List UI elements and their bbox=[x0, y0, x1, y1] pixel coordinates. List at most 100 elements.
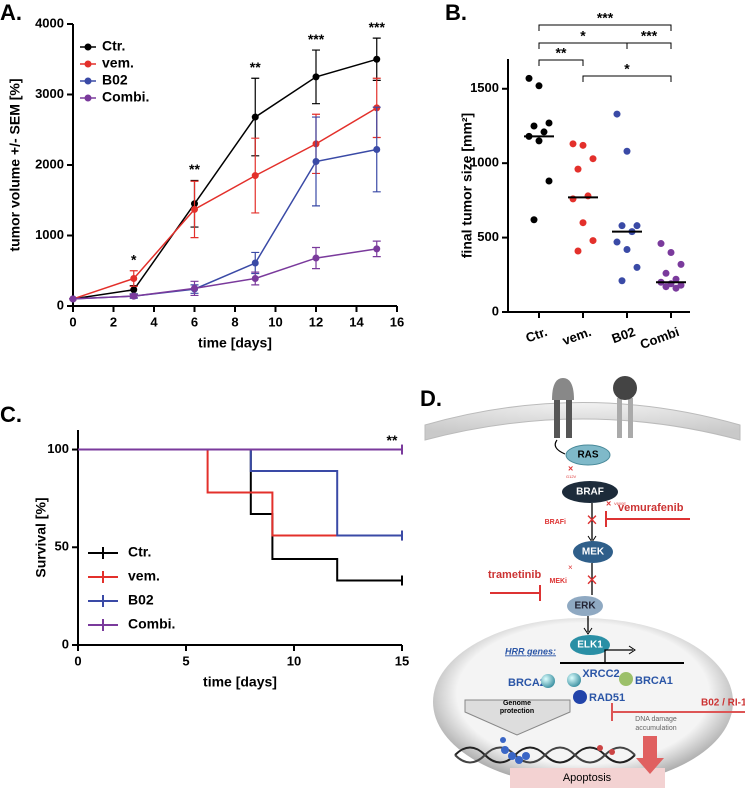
data-point bbox=[618, 222, 626, 230]
data-point bbox=[251, 259, 259, 267]
legend-label: B02 bbox=[128, 592, 154, 608]
data-point bbox=[569, 140, 577, 148]
data-point bbox=[579, 219, 587, 227]
data-point bbox=[535, 137, 543, 145]
y-tick-label: 0 bbox=[62, 636, 69, 651]
block-mark: × bbox=[586, 509, 598, 531]
x-tick-label: 14 bbox=[349, 314, 364, 329]
significance-bracket bbox=[538, 42, 628, 49]
rad51-label: RAD51 bbox=[589, 692, 625, 704]
data-point bbox=[545, 119, 553, 127]
data-point bbox=[662, 283, 670, 291]
x-tick-label: B02 bbox=[610, 324, 638, 346]
promoter-arrow bbox=[604, 649, 633, 663]
apoptosis-label: Apoptosis bbox=[563, 772, 612, 784]
pathway-diagram: D. RAS × G12V BRAF × V600E × BRAFi vemur… bbox=[420, 376, 745, 788]
data-point bbox=[672, 284, 680, 292]
y-tick-label: 0 bbox=[492, 303, 499, 318]
x-tick-label: 2 bbox=[110, 314, 117, 329]
protein bbox=[541, 674, 555, 688]
x-tick-label: 16 bbox=[390, 314, 404, 329]
ras-mutation: G12V bbox=[566, 474, 577, 479]
mutation-mark: × bbox=[568, 563, 573, 572]
data-point bbox=[574, 165, 582, 173]
data-point bbox=[662, 269, 670, 277]
panel-label: D. bbox=[420, 386, 442, 411]
mek-label: MEK bbox=[582, 547, 605, 558]
legend-label: Combi. bbox=[128, 616, 175, 632]
mek-node bbox=[573, 541, 613, 563]
x-tick-label: 10 bbox=[268, 314, 282, 329]
legend-label: vem. bbox=[128, 568, 160, 584]
y-tick-label: 4000 bbox=[35, 15, 64, 30]
y-tick-label: 1000 bbox=[470, 155, 499, 170]
y-axis-label: tumor volume +/- SEM [%] bbox=[7, 78, 23, 251]
damage-label: accumulation bbox=[635, 725, 676, 732]
x-axis-label: time [days] bbox=[203, 674, 277, 690]
x-tick-label: 8 bbox=[231, 314, 238, 329]
data-point bbox=[312, 73, 320, 81]
legend-label: B02 bbox=[102, 72, 128, 88]
survival-line bbox=[78, 448, 402, 537]
data-point bbox=[251, 172, 259, 180]
xrcc2-label: XRCC2 bbox=[582, 668, 619, 680]
data-point bbox=[251, 113, 259, 121]
panel-label: B. bbox=[445, 0, 467, 25]
braf-mutation: V600E bbox=[614, 501, 626, 506]
data-point bbox=[618, 277, 626, 285]
y-tick-label: 50 bbox=[55, 539, 69, 554]
brca1-label: BRCA1 bbox=[635, 675, 673, 687]
data-point bbox=[130, 286, 138, 294]
data-point bbox=[251, 275, 259, 283]
hrr-label: HRR genes: bbox=[505, 646, 556, 656]
legend-label: Ctr. bbox=[128, 544, 151, 560]
significance-label: *** bbox=[641, 28, 658, 44]
protection-label: Genome bbox=[503, 700, 531, 707]
erk-node bbox=[567, 596, 603, 616]
protein bbox=[573, 690, 587, 704]
x-tick-label: Ctr. bbox=[524, 324, 549, 346]
significance-label: * bbox=[580, 28, 586, 44]
panel-label: C. bbox=[0, 402, 22, 427]
significance-label: ** bbox=[189, 161, 200, 177]
apoptosis-arrow bbox=[636, 736, 664, 774]
data-point bbox=[191, 284, 198, 292]
data-point bbox=[530, 216, 538, 224]
legend-marker bbox=[84, 43, 92, 51]
data-point bbox=[613, 110, 621, 118]
legend-label: Ctr. bbox=[102, 38, 125, 54]
receptor bbox=[613, 376, 637, 438]
protection-label: protection bbox=[500, 708, 534, 715]
data-point bbox=[545, 177, 553, 185]
significance-label: * bbox=[131, 251, 137, 267]
data-point bbox=[574, 247, 582, 255]
panel-label: A. bbox=[0, 0, 22, 25]
ras-node bbox=[565, 444, 611, 466]
meki-label: MEKi bbox=[550, 578, 568, 585]
series-line bbox=[72, 58, 378, 300]
data-point bbox=[312, 157, 320, 165]
data-point bbox=[613, 238, 621, 246]
b02-label: B02 / RI-1 bbox=[701, 698, 745, 709]
x-tick-label: 12 bbox=[309, 314, 323, 329]
mutation-mark: × bbox=[568, 463, 573, 473]
data-point bbox=[667, 248, 675, 256]
brafi-label: BRAFi bbox=[545, 519, 566, 526]
membrane bbox=[424, 402, 741, 441]
legend-marker bbox=[84, 94, 92, 102]
arrow-head bbox=[583, 627, 593, 635]
data-point bbox=[525, 74, 533, 82]
legend-label: Combi. bbox=[102, 89, 149, 105]
data-point bbox=[589, 237, 597, 245]
apoptosis-box bbox=[510, 768, 665, 788]
dna-damage-dots bbox=[500, 737, 615, 764]
series-line bbox=[72, 248, 377, 300]
y-tick-label: 2000 bbox=[35, 156, 64, 171]
data-point bbox=[633, 263, 641, 271]
data-point bbox=[130, 292, 138, 300]
data-point bbox=[633, 222, 641, 230]
receptor bbox=[552, 378, 574, 455]
data-point bbox=[623, 147, 631, 155]
y-tick-label: 3000 bbox=[35, 86, 64, 101]
braf-node bbox=[562, 481, 618, 503]
